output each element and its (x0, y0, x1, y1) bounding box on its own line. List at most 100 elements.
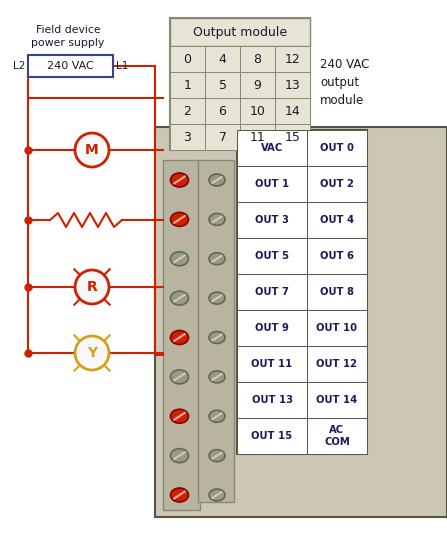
Text: 15: 15 (285, 131, 300, 143)
Bar (237, 382, 307, 418)
Text: AC
COM: AC COM (324, 425, 350, 447)
Ellipse shape (209, 410, 225, 422)
Bar (237, 346, 307, 382)
Bar (275, 98, 310, 124)
Text: 14: 14 (285, 104, 300, 118)
Bar (307, 382, 367, 418)
Text: OUT 6: OUT 6 (320, 251, 354, 261)
Text: 1: 1 (184, 79, 191, 91)
Text: L2: L2 (13, 61, 25, 71)
Circle shape (75, 270, 109, 304)
Text: OUT 1: OUT 1 (255, 179, 289, 189)
Bar (275, 124, 310, 150)
Bar (198, 160, 234, 502)
Ellipse shape (170, 291, 189, 305)
Bar (307, 202, 367, 238)
Bar (155, 127, 447, 517)
Bar (205, 98, 240, 124)
Text: 240 VAC
output
module: 240 VAC output module (320, 58, 369, 107)
Ellipse shape (170, 409, 189, 423)
Bar (237, 418, 307, 454)
Text: Field device
power supply: Field device power supply (31, 25, 105, 48)
Text: OUT 7: OUT 7 (255, 287, 289, 297)
Bar (170, 124, 205, 150)
Ellipse shape (209, 332, 225, 343)
Text: 2: 2 (184, 104, 191, 118)
Text: 13: 13 (285, 79, 300, 91)
Ellipse shape (170, 488, 189, 502)
Bar (307, 418, 367, 454)
Text: OUT 2: OUT 2 (320, 179, 354, 189)
Text: L1: L1 (116, 61, 128, 71)
Bar (205, 124, 240, 150)
Bar (237, 166, 307, 202)
Text: OUT 11: OUT 11 (251, 359, 293, 369)
Bar (170, 72, 205, 98)
Ellipse shape (170, 212, 189, 226)
Bar (170, 18, 310, 46)
Bar (237, 274, 307, 310)
Text: OUT 5: OUT 5 (255, 251, 289, 261)
Bar (237, 202, 307, 238)
Circle shape (75, 336, 109, 370)
Text: OUT 9: OUT 9 (255, 323, 289, 333)
Ellipse shape (209, 371, 225, 383)
Bar (170, 18, 310, 150)
Bar (307, 346, 367, 382)
Text: OUT 0: OUT 0 (320, 143, 354, 153)
Ellipse shape (170, 370, 189, 384)
Bar (240, 98, 275, 124)
Text: 3: 3 (184, 131, 191, 143)
Text: VAC: VAC (261, 143, 283, 153)
Circle shape (75, 133, 109, 167)
Text: OUT 14: OUT 14 (316, 395, 358, 405)
Text: M: M (85, 143, 99, 157)
Ellipse shape (209, 292, 225, 304)
Text: 10: 10 (249, 104, 266, 118)
Ellipse shape (209, 449, 225, 462)
Text: OUT 12: OUT 12 (316, 359, 358, 369)
Text: 12: 12 (285, 52, 300, 65)
Text: OUT 3: OUT 3 (255, 215, 289, 225)
Ellipse shape (170, 449, 189, 463)
Ellipse shape (170, 252, 189, 266)
Bar (307, 130, 367, 166)
Text: 9: 9 (253, 79, 261, 91)
Bar (237, 310, 307, 346)
Ellipse shape (170, 331, 189, 345)
Bar (205, 46, 240, 72)
Bar (237, 130, 367, 454)
Ellipse shape (209, 489, 225, 501)
Bar (240, 124, 275, 150)
Text: OUT 8: OUT 8 (320, 287, 354, 297)
Text: 0: 0 (184, 52, 191, 65)
Bar (28, 55, 113, 77)
Text: 8: 8 (253, 52, 261, 65)
Ellipse shape (209, 253, 225, 265)
Text: OUT 13: OUT 13 (252, 395, 292, 405)
Bar (275, 72, 310, 98)
Ellipse shape (209, 174, 225, 186)
Bar (240, 72, 275, 98)
Text: 11: 11 (249, 131, 266, 143)
Bar (237, 238, 307, 274)
Bar (307, 166, 367, 202)
Bar (307, 310, 367, 346)
Text: OUT 15: OUT 15 (251, 431, 293, 441)
Ellipse shape (170, 173, 189, 187)
Bar (275, 46, 310, 72)
Text: Y: Y (87, 346, 97, 360)
Bar (170, 46, 205, 72)
Text: OUT 4: OUT 4 (320, 215, 354, 225)
Bar (307, 274, 367, 310)
Text: 7: 7 (219, 131, 227, 143)
Text: R: R (87, 280, 97, 294)
Ellipse shape (209, 213, 225, 225)
Bar (237, 130, 307, 166)
Text: 5: 5 (219, 79, 227, 91)
Bar (205, 72, 240, 98)
Text: 4: 4 (219, 52, 227, 65)
Bar (307, 238, 367, 274)
Text: Output module: Output module (193, 26, 287, 39)
Text: OUT 10: OUT 10 (316, 323, 358, 333)
